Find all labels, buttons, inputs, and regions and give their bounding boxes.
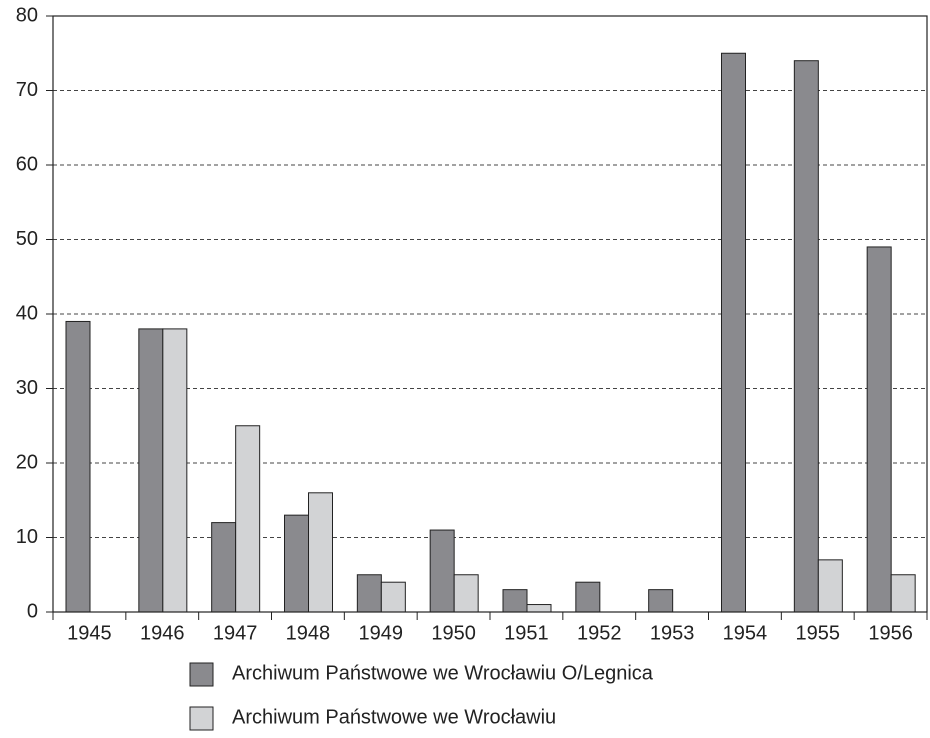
bar [502, 589, 528, 613]
bar [575, 581, 601, 613]
bar [356, 574, 382, 613]
bar [308, 492, 333, 613]
bar [453, 574, 479, 613]
x-tick-label: 1947 [213, 622, 258, 644]
bar [162, 328, 188, 613]
x-tick-label: 1950 [431, 622, 476, 644]
y-tick-label: 10 [16, 526, 38, 548]
x-tick-label: 1955 [796, 622, 841, 644]
legend-label: Archiwum Państwowe we Wrocławiu [232, 706, 556, 728]
x-tick-label: 1949 [359, 622, 404, 644]
bar [235, 425, 261, 613]
x-tick-label: 1948 [286, 622, 331, 644]
x-tick-label: 1954 [723, 622, 768, 644]
y-tick-label: 40 [16, 302, 38, 324]
y-tick-label: 70 [16, 79, 38, 101]
y-tick-label: 30 [16, 377, 38, 399]
x-tick-label: 1946 [140, 622, 185, 644]
bar [526, 604, 552, 613]
bar [284, 514, 309, 613]
bar [429, 529, 455, 613]
bar [817, 559, 843, 613]
bar [211, 522, 237, 613]
bar [648, 589, 674, 613]
x-tick-label: 1953 [650, 622, 695, 644]
legend-swatch [189, 706, 214, 731]
x-tick-label: 1945 [67, 622, 112, 644]
x-tick-label: 1952 [577, 622, 622, 644]
bar [793, 60, 819, 613]
x-tick-label: 1951 [504, 622, 549, 644]
legend-swatch [189, 662, 214, 687]
bar [380, 581, 406, 613]
y-tick-label: 60 [16, 153, 38, 175]
plot-frame [52, 15, 928, 613]
bar [138, 328, 164, 613]
y-tick-label: 0 [27, 600, 38, 622]
bar [721, 52, 746, 613]
x-tick-label: 1956 [868, 622, 913, 644]
bar [890, 574, 916, 613]
bar [65, 320, 91, 613]
y-tick-label: 50 [16, 228, 38, 250]
y-tick-label: 20 [16, 451, 38, 473]
y-tick-label: 80 [16, 4, 38, 26]
bar [866, 246, 892, 613]
legend-label: Archiwum Państwowe we Wrocławiu O/Legnic… [232, 662, 654, 684]
